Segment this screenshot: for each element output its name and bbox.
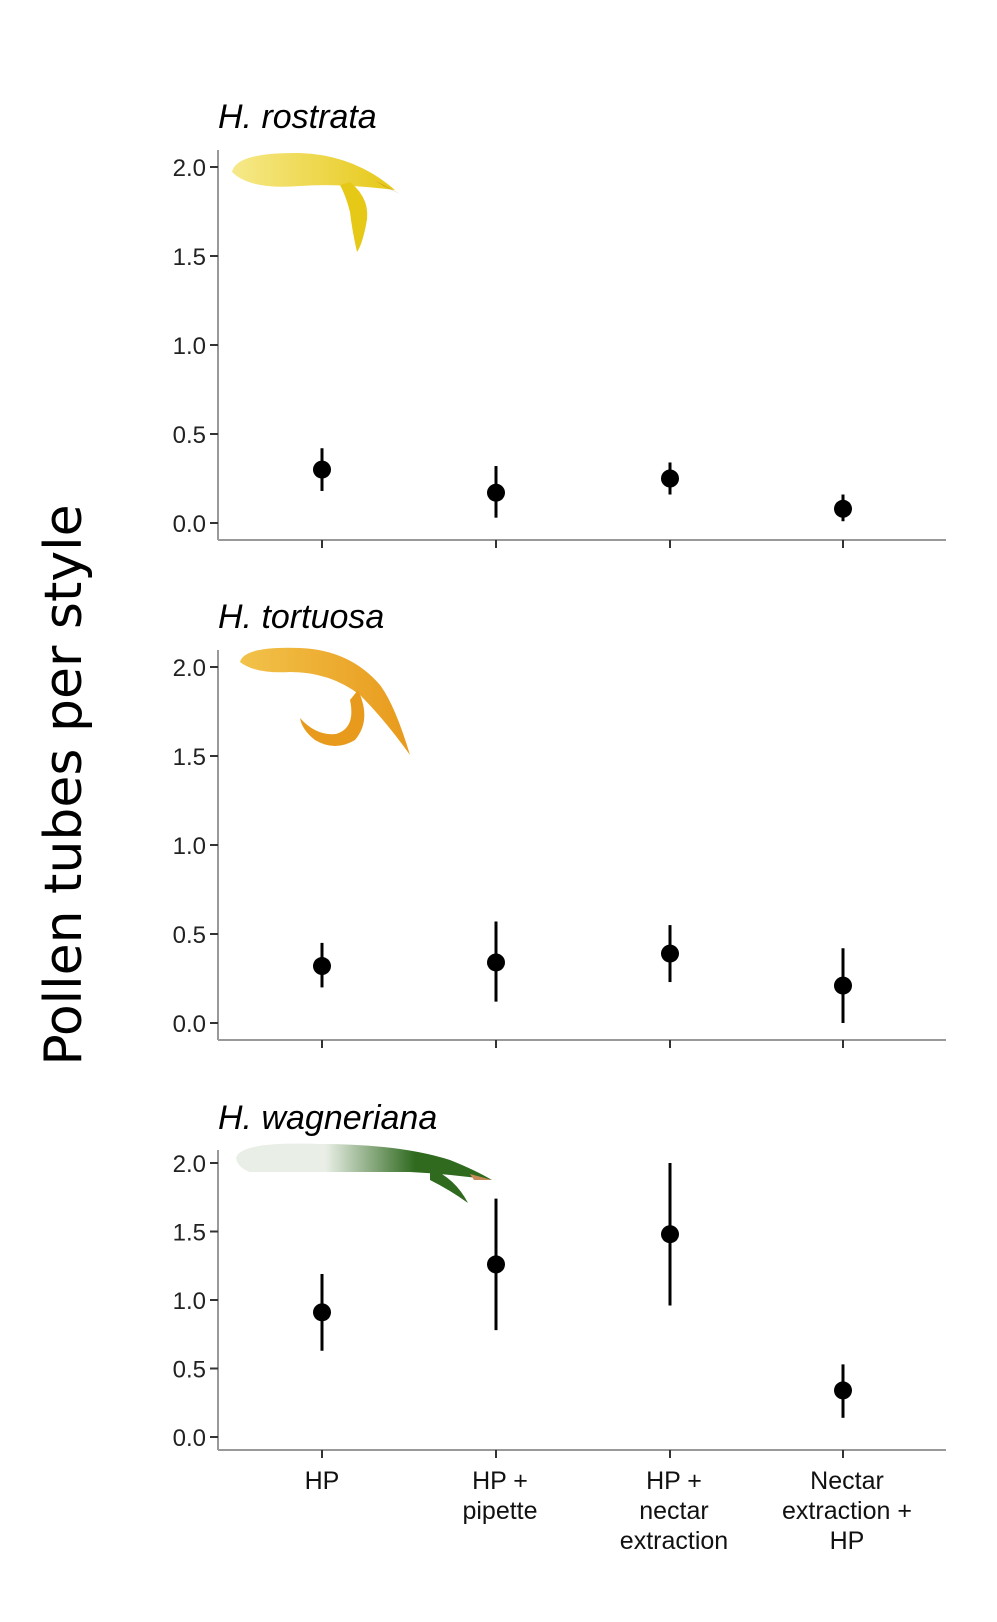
- data-point: [661, 469, 679, 488]
- x-tick-label: Nectar: [810, 1467, 884, 1495]
- y-tick-label: 0.0: [173, 1425, 206, 1452]
- panel-title: H. tortuosa: [218, 598, 384, 636]
- data-point: [834, 976, 852, 995]
- data-point: [313, 957, 331, 976]
- data-point: [487, 953, 505, 972]
- panel-title: H. wagneriana: [218, 1099, 437, 1137]
- y-tick-label: 2.0: [173, 655, 206, 682]
- y-tick-label: 1.5: [173, 1220, 206, 1247]
- data-point: [487, 483, 505, 502]
- y-tick-label: 0.5: [173, 422, 206, 449]
- x-ticks: [321, 1450, 844, 1458]
- panel-title: H. rostrata: [218, 98, 377, 136]
- data-point: [487, 1255, 505, 1274]
- y-tick-label: 0.0: [173, 1011, 206, 1038]
- data-marks: [313, 1163, 852, 1418]
- data-point: [313, 460, 331, 479]
- data-point: [661, 944, 679, 963]
- x-ticks: [321, 1040, 844, 1048]
- x-tick-label: extraction: [620, 1527, 728, 1555]
- x-tick-label: HP +: [646, 1467, 702, 1495]
- x-tick-label: HP +: [472, 1467, 528, 1495]
- y-tick-label: 0.0: [173, 511, 206, 538]
- y-ticks: 0.0 0.5 1.0 1.5 2.0: [173, 655, 218, 1038]
- y-tick-label: 0.5: [173, 922, 206, 949]
- data-point: [834, 499, 852, 518]
- y-tick-label: 0.5: [173, 1357, 206, 1384]
- y-tick-label: 1.0: [173, 1288, 206, 1315]
- x-tick-label: nectar: [639, 1497, 708, 1525]
- data-marks: [313, 921, 852, 1023]
- flower-image-wagneriana: [236, 1143, 492, 1203]
- data-marks: [313, 448, 852, 522]
- x-tick-label: extraction +: [782, 1497, 912, 1525]
- flower-image-tortuosa: [240, 647, 410, 755]
- data-point: [313, 1303, 331, 1322]
- y-tick-label: 2.0: [173, 1151, 206, 1178]
- y-axis-label: Pollen tubes per style: [34, 504, 94, 1066]
- x-tick-label: pipette: [462, 1497, 537, 1525]
- y-tick-label: 1.0: [173, 333, 206, 360]
- data-point: [661, 1225, 679, 1244]
- x-ticks: [321, 540, 844, 548]
- x-tick-label: HP: [305, 1467, 340, 1495]
- y-ticks: 0.0 0.5 1.0 1.5 2.0: [173, 155, 218, 538]
- y-tick-label: 1.0: [173, 833, 206, 860]
- panel-rostrata: H. rostrata 0.0 0.5 1.0 1.5 2.0: [173, 98, 946, 548]
- y-tick-label: 1.5: [173, 244, 206, 271]
- y-ticks: 0.0 0.5 1.0 1.5 2.0: [173, 1151, 218, 1452]
- panel-wagneriana: H. wagneriana 0.0 0.5 1.0 1.5 2.0: [173, 1099, 946, 1458]
- x-tick-label: HP: [830, 1527, 865, 1555]
- data-point: [834, 1381, 852, 1400]
- y-tick-label: 1.5: [173, 744, 206, 771]
- panel-tortuosa: H. tortuosa 0.0 0.5 1.0 1.5 2.0: [173, 598, 946, 1048]
- y-tick-label: 2.0: [173, 155, 206, 182]
- flower-image-rostrata: [232, 152, 400, 252]
